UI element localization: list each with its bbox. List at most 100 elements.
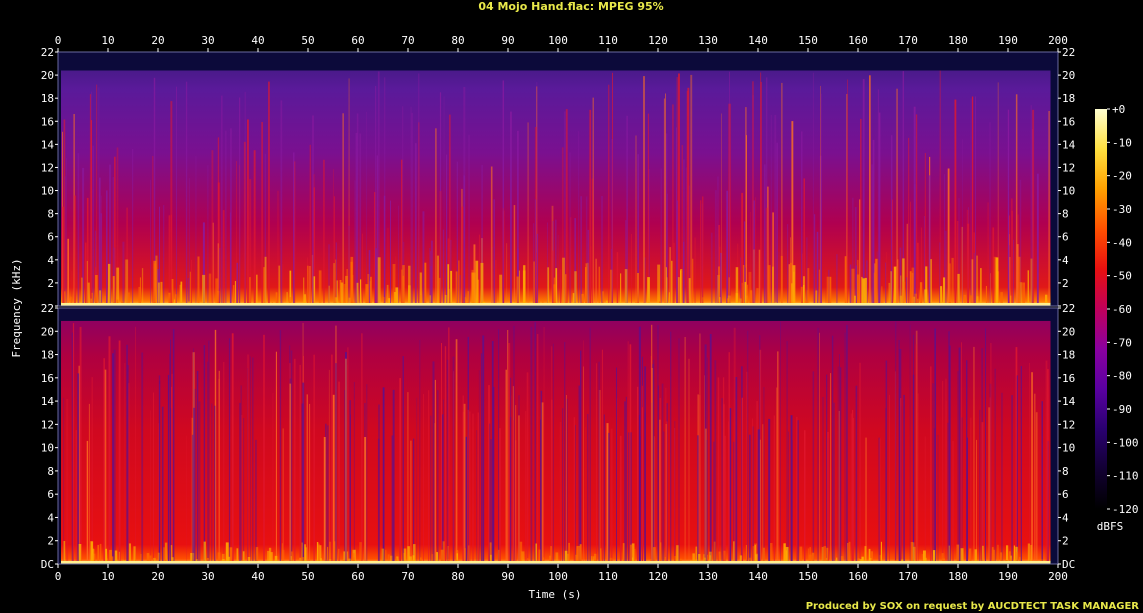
y-tick-label-right: 6 <box>1062 488 1069 501</box>
x-tick-label-bottom: 80 <box>451 570 464 583</box>
x-tick-label-bottom: 20 <box>151 570 164 583</box>
y-tick-label-right: 8 <box>1062 208 1069 221</box>
x-tick-label-top: 130 <box>698 34 718 47</box>
y-tick-label-right: 22 <box>1062 46 1075 59</box>
y-tick-label-right: 22 <box>1062 302 1075 315</box>
x-tick-label-bottom: 180 <box>948 570 968 583</box>
y-tick-label-left: 22 <box>41 302 54 315</box>
y-tick-label-left: 18 <box>41 92 54 105</box>
y-tick-label-left: 18 <box>41 349 54 362</box>
x-tick-label-bottom: 130 <box>698 570 718 583</box>
colorbar-tick-label: -40 <box>1112 236 1132 249</box>
x-tick-label-bottom: 60 <box>351 570 364 583</box>
y-tick-label-right: 4 <box>1062 512 1069 525</box>
dc-line <box>61 561 1051 564</box>
colorbar-tick-label: -120 <box>1112 503 1139 516</box>
y-tick-label-left: 4 <box>47 512 54 525</box>
y-tick-label-right: 10 <box>1062 185 1075 198</box>
x-ticks-bottom: 0 10 20 30 40 50 60 70 80 90 100 110 120 130 140 150 160… <box>55 564 1068 583</box>
y-tick-label-right: 10 <box>1062 442 1075 455</box>
y-tick-label-left: 12 <box>41 418 54 431</box>
colorbar-tick-label: -60 <box>1112 303 1132 316</box>
x-axis-label: Time (s) <box>529 588 582 601</box>
colorbar-tick-label: -110 <box>1112 470 1139 483</box>
x-tick-label-top: 160 <box>848 34 868 47</box>
x-tick-label-top: 180 <box>948 34 968 47</box>
x-tick-label-bottom: 120 <box>648 570 668 583</box>
credit-text: Produced by SOX on request by AUCDTECT T… <box>806 601 1140 612</box>
y-tick-label-right: 14 <box>1062 138 1076 151</box>
x-tick-label-top: 80 <box>451 34 464 47</box>
y-tick-label-right: 16 <box>1062 372 1075 385</box>
colorbar-label: dBFS <box>1097 520 1124 533</box>
x-tick-label-top: 30 <box>201 34 214 47</box>
y-tick-label-right: 2 <box>1062 277 1069 290</box>
chart-title: 04 Mojo Hand.flac: MPEG 95% <box>478 0 663 13</box>
x-tick-label-bottom: 100 <box>548 570 568 583</box>
y-tick-label-left: 12 <box>41 162 54 175</box>
y-tick-label-left: 6 <box>47 488 54 501</box>
y-tick-label-left: 16 <box>41 115 54 128</box>
y-tick-label-left: 8 <box>47 465 54 478</box>
x-tick-label-bottom: 90 <box>501 570 514 583</box>
y-tick-label-right: 4 <box>1062 254 1069 267</box>
y-tick-label-right: 18 <box>1062 92 1075 105</box>
y-tick-label-right: 20 <box>1062 325 1075 338</box>
y-tick-label-left: 4 <box>47 254 54 267</box>
transient-streaks <box>62 70 1050 307</box>
y-tick-label-left: 8 <box>47 208 54 221</box>
y-tick-label-left: 6 <box>47 231 54 244</box>
tail-silence <box>1050 308 1058 564</box>
x-tick-label-bottom: 110 <box>598 570 618 583</box>
x-tick-label-top: 10 <box>101 34 114 47</box>
x-tick-label-bottom: 150 <box>798 570 818 583</box>
colorbar-tick-label: +0 <box>1112 103 1125 116</box>
y-tick-label-left: 20 <box>41 69 54 82</box>
y-tick-label-left: 10 <box>41 442 54 455</box>
x-tick-label-top: 0 <box>55 34 62 47</box>
y-tick-label-right: 14 <box>1062 395 1076 408</box>
y-tick-label-right: 2 <box>1062 535 1069 548</box>
x-tick-label-bottom: 160 <box>848 570 868 583</box>
x-tick-label-top: 60 <box>351 34 364 47</box>
x-tick-label-top: 110 <box>598 34 618 47</box>
y-tick-label-left: 16 <box>41 372 54 385</box>
y-tick-label-left: 2 <box>47 535 54 548</box>
y-tick-label-left: 20 <box>41 325 54 338</box>
x-tick-label-bottom: 140 <box>748 570 768 583</box>
transient-streaks <box>63 321 1049 564</box>
colorbar-tick-label: -10 <box>1112 136 1132 149</box>
tail-silence <box>1050 52 1058 306</box>
dc-line <box>61 303 1051 306</box>
y-tick-label-left: 14 <box>41 138 55 151</box>
x-tick-label-top: 40 <box>251 34 264 47</box>
x-tick-label-top: 70 <box>401 34 414 47</box>
y-tick-label-left: DC <box>41 558 54 571</box>
x-tick-label-top: 140 <box>748 34 768 47</box>
y-tick-label-right: 6 <box>1062 231 1069 244</box>
y-tick-label-left: 2 <box>47 277 54 290</box>
x-tick-label-bottom: 50 <box>301 570 314 583</box>
x-tick-label-bottom: 170 <box>898 570 918 583</box>
x-tick-label-top: 150 <box>798 34 818 47</box>
colorbar-tick-label: -80 <box>1112 370 1132 383</box>
y-tick-label-left: 22 <box>41 46 54 59</box>
x-tick-label-bottom: 190 <box>998 570 1018 583</box>
colorbar-tick-label: -70 <box>1112 336 1132 349</box>
y-tick-label-right: 8 <box>1062 465 1069 478</box>
colorbar-tick-label: -50 <box>1112 270 1132 283</box>
y-tick-label-right: 12 <box>1062 418 1075 431</box>
y-axis-label: Frequency (kHz) <box>10 258 23 357</box>
x-tick-label-top: 100 <box>548 34 568 47</box>
channel-panel-1 <box>57 51 1059 307</box>
x-tick-label-top: 120 <box>648 34 668 47</box>
x-tick-label-top: 50 <box>301 34 314 47</box>
spectrum-body <box>61 320 1051 564</box>
y-tick-label-right: DC <box>1062 558 1075 571</box>
cutoff-band <box>58 52 1058 71</box>
y-tick-label-left: 10 <box>41 185 54 198</box>
x-tick-label-top: 20 <box>151 34 164 47</box>
spectrogram-panels <box>57 51 1059 565</box>
y-tick-label-right: 18 <box>1062 349 1075 362</box>
